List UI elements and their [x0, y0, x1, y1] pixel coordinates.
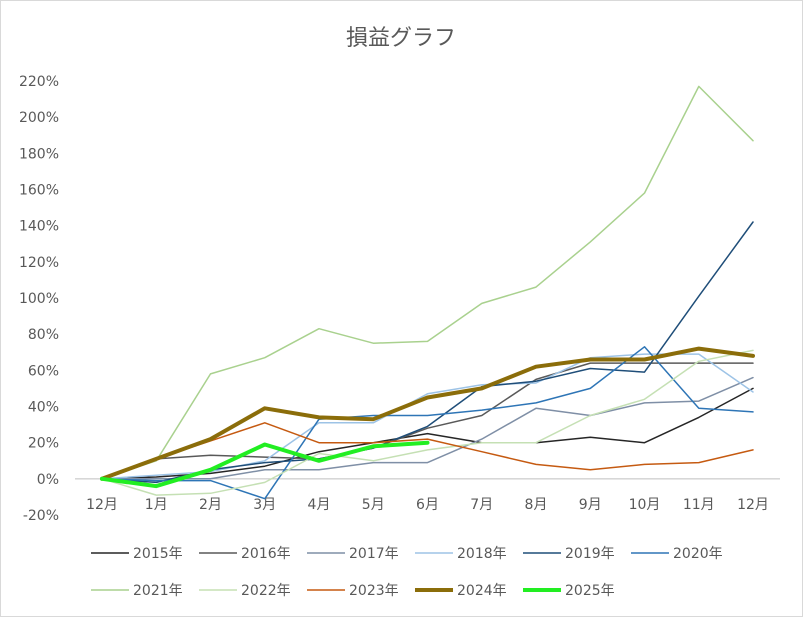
y-tick-label: 120%: [19, 255, 59, 271]
y-tick-label: -20%: [23, 508, 59, 524]
x-tick-label: 1月: [145, 497, 168, 513]
legend-item: 2016年: [199, 546, 291, 562]
legend-item: 2015年: [91, 546, 183, 562]
series-line-2023年: [101, 422, 754, 480]
y-tick-label: 0%: [37, 472, 59, 488]
x-tick-label: 4月: [308, 497, 331, 513]
y-tick-label: 100%: [19, 291, 59, 307]
legend-label: 2018年: [457, 546, 507, 562]
legend-item: 2019年: [523, 546, 615, 562]
x-tick-label: 2月: [199, 497, 222, 513]
x-tick-label: 3月: [253, 497, 276, 513]
legend-item: 2023年: [307, 583, 399, 599]
x-tick-label: 11月: [683, 497, 715, 513]
y-tick-label: 60%: [28, 363, 59, 379]
legend-label: 2022年: [241, 583, 291, 599]
legend-label: 2024年: [457, 583, 507, 599]
y-tick-label: 140%: [19, 219, 59, 235]
series-line-2022年: [101, 349, 754, 496]
legend-item: 2025年: [523, 583, 615, 599]
series-line-2024年: [100, 346, 755, 481]
legend-label: 2015年: [133, 546, 183, 562]
x-tick-label: 9月: [579, 497, 602, 513]
series-line-2021年: [101, 85, 754, 480]
legend-label: 2023年: [349, 583, 399, 599]
series-line-2020年: [101, 346, 754, 500]
x-tick-label: 10月: [629, 497, 661, 513]
series-line-2025年: [100, 440, 430, 489]
y-tick-label: 200%: [19, 110, 59, 126]
series-lines: [100, 85, 755, 500]
y-tick-label: 180%: [19, 146, 59, 162]
series-line-2018年: [101, 353, 754, 480]
x-tick-label: 12月: [737, 497, 769, 513]
legend-item: 2020年: [631, 546, 723, 562]
y-tick-label: 220%: [19, 74, 59, 90]
y-tick-label: 40%: [28, 400, 59, 416]
y-axis-labels: -20% 0% 20% 40% 60% 80% 100% 120% 140% 160% 180% 20…: [19, 74, 59, 524]
x-tick-label: 6月: [416, 497, 439, 513]
legend-label: 2019年: [565, 546, 615, 562]
legend: 2015年 2016年 2017年 2018年 2019年 2020年 2021年 2022年…: [91, 546, 723, 599]
series-line-2016年: [101, 362, 754, 480]
legend-label: 2021年: [133, 583, 183, 599]
legend-item: 2017年: [307, 546, 399, 562]
legend-item: 2022年: [199, 583, 291, 599]
y-tick-label: 80%: [28, 327, 59, 343]
series-line-2015年: [101, 387, 754, 480]
legend-label: 2020年: [673, 546, 723, 562]
legend-label: 2016年: [241, 546, 291, 562]
x-tick-label: 12月: [86, 497, 118, 513]
y-tick-label: 160%: [19, 183, 59, 199]
legend-item: 2024年: [415, 583, 507, 599]
x-tick-label: 5月: [362, 497, 385, 513]
legend-item: 2021年: [91, 583, 183, 599]
x-axis-labels: 12月 1月 2月 3月 4月 5月 6月 7月 8月 9月 10月 11月 12月: [86, 497, 769, 513]
chart-title: 損益グラフ: [346, 26, 456, 51]
legend-label: 2025年: [565, 583, 615, 599]
series-line-2017年: [101, 376, 754, 480]
x-tick-label: 8月: [525, 497, 548, 513]
legend-item: 2018年: [415, 546, 507, 562]
x-tick-label: 7月: [470, 497, 493, 513]
y-tick-label: 20%: [28, 436, 59, 452]
legend-label: 2017年: [349, 546, 399, 562]
